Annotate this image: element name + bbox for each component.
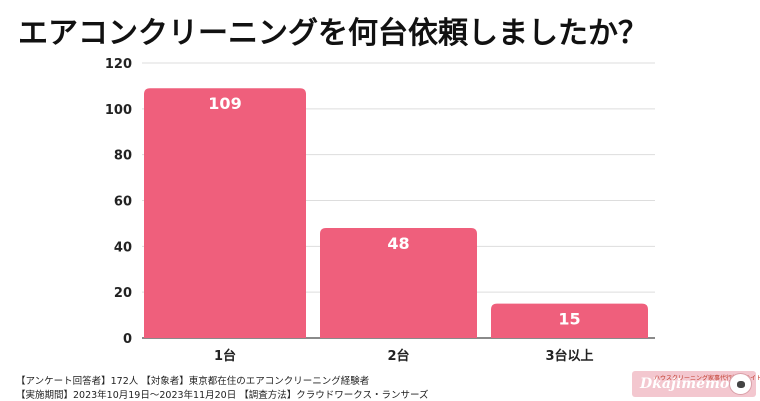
y-tick-label: 80: [114, 149, 132, 164]
x-tick-label: 2台: [387, 348, 409, 364]
footnote-respondents: 【アンケート回答者】172人 【対象者】東京都在住のエアコンクリーニング経験者: [16, 376, 370, 387]
y-tick-label: 40: [114, 240, 132, 255]
x-tick-label: 1台: [214, 348, 236, 364]
chart-title: エアコンクリーニングを何台依頼しましたか？: [18, 16, 648, 51]
y-tick-label: 0: [123, 332, 132, 347]
bar: [491, 303, 648, 338]
y-tick-label: 120: [105, 57, 132, 72]
bar: [144, 88, 306, 338]
data-label: 109: [208, 94, 241, 113]
sheep-icon: [729, 373, 752, 395]
data-label: 48: [387, 234, 409, 253]
logo-tagline: ハウスクリーニング家事代行情報サイト: [654, 375, 760, 382]
x-tick-label: 3台以上: [545, 348, 593, 364]
y-tick-label: 60: [114, 195, 132, 210]
site-logo[interactable]: ハウスクリーニング家事代行情報サイト Dkajimemo: [632, 371, 760, 397]
footnote-period: 【実施期間】2023年10月19日〜2023年11月20日 【調査方法】クラウド…: [16, 390, 429, 401]
y-tick-label: 20: [114, 286, 132, 301]
logo-name: Dkajimemo: [640, 376, 730, 392]
bar: [320, 228, 477, 338]
y-tick-label: 100: [105, 103, 132, 118]
data-label: 15: [558, 310, 580, 329]
